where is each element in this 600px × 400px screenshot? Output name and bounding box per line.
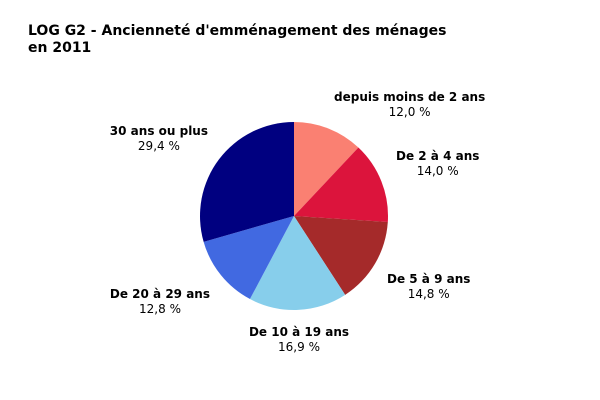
slice-label-1: depuis moins de 2 ans bbox=[334, 90, 485, 104]
slice-value-5: 12,8 % bbox=[139, 302, 181, 316]
slice-value-3: 14,8 % bbox=[408, 287, 450, 301]
slice-value-1: 12,0 % bbox=[389, 105, 431, 119]
pie-slice-4 bbox=[249, 216, 346, 311]
slice-value-2: 14,0 % bbox=[417, 164, 459, 178]
chart-title: LOG G2 - Ancienneté d'emménagement des m… bbox=[28, 23, 447, 56]
pie-slice-2 bbox=[294, 147, 388, 223]
pie-slice-6 bbox=[200, 122, 294, 242]
slice-label-4: De 10 à 19 ans bbox=[249, 325, 349, 339]
pie-slice-5 bbox=[203, 216, 294, 300]
slice-value-6: 29,4 % bbox=[138, 139, 180, 153]
pie-slice-1 bbox=[294, 122, 359, 216]
slice-value-4: 16,9 % bbox=[278, 340, 320, 354]
slice-label-5: De 20 à 29 ans bbox=[110, 287, 210, 301]
pie-slice-3 bbox=[294, 216, 388, 295]
pie-slices bbox=[200, 122, 388, 311]
slice-label-3: De 5 à 9 ans bbox=[387, 272, 470, 286]
slice-label-6: 30 ans ou plus bbox=[110, 124, 208, 138]
slice-label-2: De 2 à 4 ans bbox=[396, 149, 479, 163]
